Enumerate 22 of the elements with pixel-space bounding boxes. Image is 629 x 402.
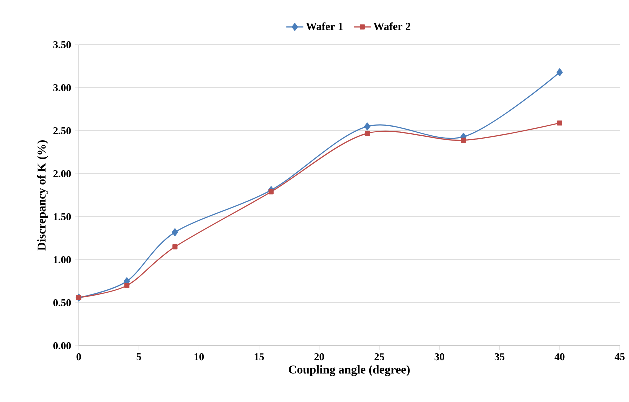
legend-label: Wafer 1 — [306, 22, 343, 30]
y-tick-label: 3.00 — [54, 84, 72, 92]
x-tick-label: 25 — [374, 354, 384, 361]
x-tick-label: 20 — [314, 354, 324, 361]
y-tick-label: 0.00 — [54, 342, 72, 350]
x-axis-title: Coupling angle (degree) — [289, 365, 410, 376]
x-tick-label: 15 — [254, 354, 264, 361]
y-tick-label: 1.00 — [54, 256, 72, 264]
y-axis-title: Discrepancy of K (%) — [37, 140, 48, 251]
x-tick-label: 30 — [434, 354, 445, 361]
y-tick-label: 2.50 — [54, 127, 72, 135]
legend-label: Wafer 2 — [374, 22, 411, 30]
y-tick-label: 1.50 — [54, 213, 72, 221]
y-tick-label: 2.00 — [54, 170, 72, 178]
x-tick-label: 40 — [554, 354, 565, 361]
x-tick-label: 35 — [494, 354, 505, 361]
x-tick-label: 10 — [194, 354, 204, 361]
x-tick-label: 0 — [76, 354, 82, 361]
x-tick-label: 5 — [136, 354, 142, 360]
y-tick-label: 0.50 — [54, 299, 72, 307]
x-tick-label: 45 — [614, 354, 625, 360]
y-tick-label: 3.50 — [54, 41, 72, 49]
